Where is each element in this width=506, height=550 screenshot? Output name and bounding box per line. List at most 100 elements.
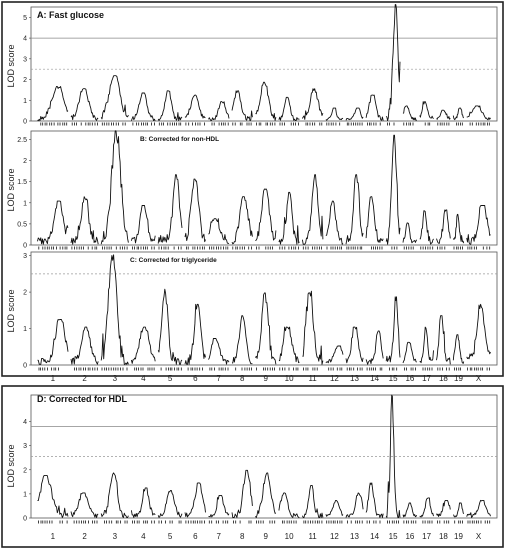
- lod-trace-chr-8: [231, 469, 253, 518]
- chromosome-label-15: 15: [389, 374, 398, 383]
- lod-trace-chr-10: [278, 191, 300, 245]
- lod-trace-chr-2: [70, 196, 99, 245]
- lod-trace-chr-15: [385, 394, 401, 518]
- lod-trace-chr-14: [365, 196, 384, 243]
- chromosome-label-X: X: [476, 532, 482, 541]
- lod-trace-chr-5: [157, 288, 183, 365]
- lod-trace-chr-11: [302, 290, 324, 365]
- y-tick-label: 1: [23, 326, 27, 333]
- panel-fast-glucose: LOD score A: Fast glucose 0 1 2 3 4 5: [6, 4, 498, 126]
- chromosome-label-13: 13: [350, 532, 359, 541]
- chromosome-label-18: 18: [439, 374, 448, 383]
- lod-trace-chr-X: [466, 205, 491, 245]
- lod-trace-chr-1: [37, 86, 69, 122]
- plot-area: [30, 130, 498, 246]
- chromosome-label-4: 4: [141, 532, 146, 541]
- lod-trace-chr-19: [452, 107, 465, 121]
- lod-trace-chr-17: [419, 101, 434, 119]
- lod-trace-chr-4: [130, 205, 156, 244]
- lod-trace-chr-7: [208, 338, 230, 365]
- lod-trace-chr-10: [278, 492, 300, 518]
- lod-trace-chr-7: [208, 218, 230, 244]
- chromosome-label-16: 16: [405, 532, 414, 541]
- chromosome-label-2: 2: [82, 374, 87, 383]
- panel-title-a: A: Fast glucose: [37, 10, 104, 20]
- chromosome-label-17: 17: [422, 374, 431, 383]
- lod-trace-chr-17: [419, 497, 434, 518]
- lod-trace-chr-16: [402, 502, 418, 518]
- chromosome-label-19: 19: [454, 532, 463, 541]
- lod-trace-chr-2: [70, 492, 99, 518]
- lod-trace-chr-3: [100, 75, 129, 120]
- lod-trace-chr-16: [402, 105, 417, 121]
- lod-trace-chr-13: [345, 107, 364, 121]
- lod-trace-chr-17: [419, 210, 434, 245]
- y-tick-label: 1: [23, 200, 27, 207]
- y-tick-label: 0: [23, 516, 27, 523]
- lod-trace-chr-1: [37, 200, 69, 245]
- lod-trace-chr-15: [385, 4, 401, 122]
- panel-title-d: D: Corrected for HDL: [37, 394, 128, 404]
- lod-trace-chr-12: [325, 200, 344, 245]
- lod-trace-chr-X: [466, 303, 491, 360]
- lod-trace-chr-10: [278, 96, 300, 122]
- lod-trace-chr-12: [325, 499, 344, 517]
- lod-trace-chr-11: [302, 88, 324, 120]
- lod-trace-chr-8: [231, 196, 253, 245]
- chromosome-label-5: 5: [168, 374, 173, 383]
- lod-trace-chr-8: [231, 90, 253, 122]
- lod-trace-chr-11: [301, 174, 324, 245]
- lod-trace-chr-9: [255, 81, 277, 121]
- lod-trace-chr-19: [452, 502, 465, 518]
- chromosome-label-X: X: [476, 374, 482, 383]
- chromosome-label-1: 1: [51, 374, 56, 383]
- chromosome-label-18: 18: [439, 532, 448, 541]
- chromosome-label-3: 3: [113, 374, 118, 383]
- chromosome-label-4: 4: [141, 374, 146, 383]
- lod-trace-chr-5: [157, 174, 183, 244]
- chromosome-label-14: 14: [370, 374, 379, 383]
- lod-trace-chr-10: [278, 326, 300, 364]
- lod-trace-chr-9: [255, 292, 277, 365]
- chromosome-label-1: 1: [51, 532, 56, 541]
- lod-trace-chr-19: [452, 213, 465, 244]
- lod-trace-chr-12: [325, 345, 344, 364]
- chromosome-label-15: 15: [389, 532, 398, 541]
- lod-trace-chr-3: [100, 130, 129, 245]
- lod-trace-chr-X: [466, 499, 491, 518]
- lod-trace-chr-18: [436, 499, 451, 517]
- chromosome-label-2: 2: [82, 532, 87, 541]
- y-tick-label: 4: [23, 36, 27, 43]
- chromosome-label-12: 12: [330, 532, 339, 541]
- lod-trace-chr-15: [385, 134, 401, 245]
- chromosome-label-5: 5: [168, 532, 173, 541]
- lod-trace-chr-X: [466, 105, 491, 121]
- y-axis-label-panel-a: LOD score: [6, 44, 16, 87]
- chromosome-label-13: 13: [350, 374, 359, 383]
- lod-trace-chr-4: [130, 487, 156, 518]
- lod-trace-chr-7: [208, 101, 230, 122]
- panel-title-c: C: Corrected for triglyceride: [130, 257, 217, 264]
- lod-trace-chr-18: [436, 209, 451, 244]
- chromosome-label-17: 17: [422, 532, 431, 541]
- plot-area: [30, 6, 498, 122]
- chromosome-label-11: 11: [308, 374, 317, 383]
- lod-trace-chr-5: [157, 90, 183, 122]
- lod-trace-chr-2: [70, 88, 99, 121]
- chromosome-label-9: 9: [263, 374, 268, 383]
- panel-corrected-non-hdl: LOD score B: Corrected for non-HDL 0 0.5 1…: [6, 130, 498, 250]
- y-tick-label: 2.5: [17, 137, 27, 144]
- figure-frame-bottom: [1, 385, 504, 548]
- y-tick-label: 2: [23, 158, 27, 165]
- lod-trace-chr-13: [345, 326, 364, 364]
- y-axis-label-panel-d: LOD score: [6, 444, 16, 487]
- lod-trace-chr-6: [184, 94, 206, 119]
- lod-trace-chr-16: [402, 222, 418, 244]
- lod-trace-chr-1: [37, 474, 69, 518]
- chromosome-label-8: 8: [240, 532, 245, 541]
- y-tick-label: 0.5: [17, 221, 27, 228]
- lod-trace-chr-9: [255, 188, 277, 242]
- chromosome-label-10: 10: [285, 374, 294, 383]
